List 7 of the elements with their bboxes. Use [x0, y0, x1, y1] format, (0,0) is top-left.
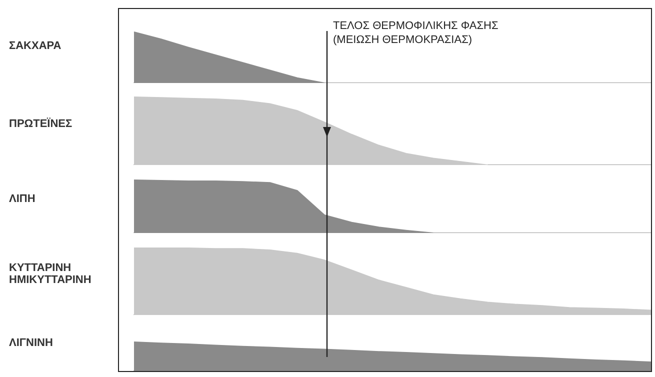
y-axis-title: ΛΙΓΝΙΝΗ [8, 336, 54, 351]
y-axis-title: ΛΙΠΗ [8, 192, 36, 207]
annotation: (ΜΕΙΩΣΗ ΘΕΡΜΟΚΡΑΣΙΑΣ) [333, 33, 474, 47]
y-axis-title: ΣΑΚΧΑΡΑ [8, 39, 62, 54]
y-axis-title: ΠΡΩΤΕΪΝΕΣ [8, 116, 74, 132]
y-axis-title: ΚΥΤΤΑΡΙΝΗ ΗΜΙΚΥΤΤΑΡΙΝΗ [8, 261, 92, 288]
annotation: ΤΕΛΟΣ ΘΕΡΜΟΦΙΛΙΚΗΣ ΦΑΣΗΣ [333, 19, 498, 33]
